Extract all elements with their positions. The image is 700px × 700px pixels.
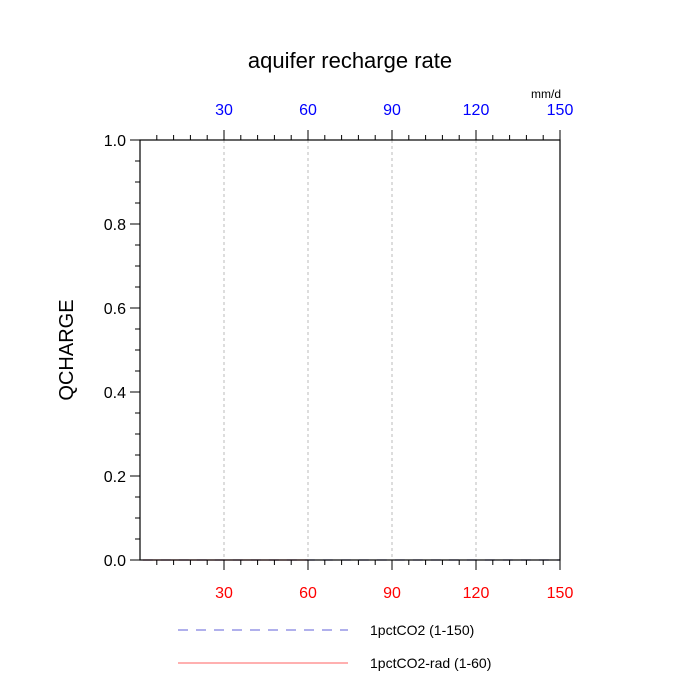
x-tick-label-bottom-30: 30 bbox=[215, 585, 233, 602]
x-tick-label-bottom-150: 150 bbox=[547, 585, 574, 602]
y-tick-label-0: 0.0 bbox=[104, 553, 126, 570]
y-tick-label-5: 1.0 bbox=[104, 133, 126, 150]
y-tick-label-2: 0.4 bbox=[104, 385, 126, 402]
chart-title: aquifer recharge rate bbox=[248, 48, 452, 73]
x-tick-label-bottom-120: 120 bbox=[463, 585, 490, 602]
x-tick-label-top-60: 60 bbox=[299, 102, 317, 119]
x-tick-label-top-90: 90 bbox=[383, 102, 401, 119]
legend-label-0: 1pctCO2 (1-150) bbox=[370, 622, 474, 638]
y-tick-label-1: 0.2 bbox=[104, 469, 126, 486]
units-label: mm/d bbox=[531, 87, 561, 101]
x-tick-label-top-30: 30 bbox=[215, 102, 233, 119]
axis-ticks: 30 60 90 120 150 30 60 90 120 150 0.0 0.2 0.4 0.6 0.8 1… bbox=[104, 102, 574, 602]
y-tick-label-3: 0.6 bbox=[104, 301, 126, 318]
plot-area-frame bbox=[139, 139, 561, 561]
x-tick-label-bottom-60: 60 bbox=[299, 585, 317, 602]
grid-lines bbox=[223, 140, 477, 560]
y-axis-label: QCHARGE bbox=[56, 299, 78, 400]
x-tick-label-bottom-90: 90 bbox=[383, 585, 401, 602]
legend: 1pctCO2 (1-150) 1pctCO2-rad (1-60) bbox=[178, 622, 491, 671]
y-tick-label-4: 0.8 bbox=[104, 217, 126, 234]
x-tick-label-top-150: 150 bbox=[547, 102, 574, 119]
legend-label-1: 1pctCO2-rad (1-60) bbox=[370, 655, 491, 671]
x-tick-label-top-120: 120 bbox=[463, 102, 490, 119]
